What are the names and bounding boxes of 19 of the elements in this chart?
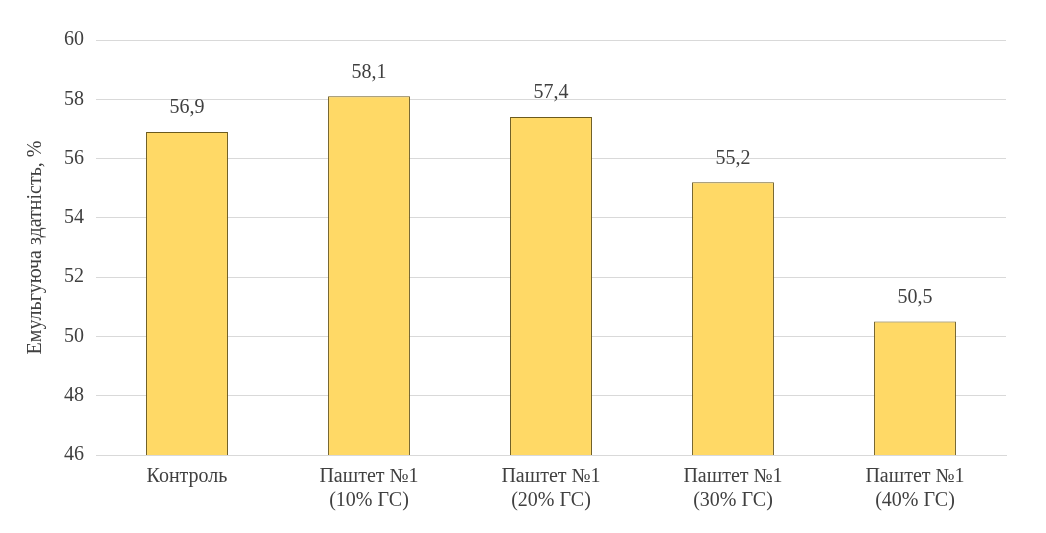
data-label: 56,9 bbox=[169, 95, 205, 118]
y-axis-title: Емульгуюча здатність, % bbox=[23, 140, 47, 355]
x-tick-label: Паштет №1 (10% ГС) bbox=[319, 464, 419, 512]
x-tick-label: Паштет №1 (20% ГС) bbox=[501, 464, 601, 512]
x-tick-label: Паштет №1 (30% ГС) bbox=[683, 464, 783, 512]
data-label: 55,2 bbox=[715, 145, 751, 168]
data-label: 57,4 bbox=[533, 80, 569, 103]
x-tick-label: Контроль bbox=[146, 464, 228, 488]
data-label: 58,1 bbox=[351, 59, 387, 82]
y-tick-label: 58 bbox=[64, 86, 84, 109]
x-tick-label: Паштет №1 (40% ГС) bbox=[865, 464, 965, 512]
data-label: 50,5 bbox=[897, 284, 933, 307]
y-tick-label: 56 bbox=[64, 145, 84, 168]
y-tick-label: 48 bbox=[64, 382, 84, 405]
y-tick-label: 46 bbox=[64, 442, 84, 465]
y-tick-label: 50 bbox=[64, 323, 84, 346]
y-tick-label: 52 bbox=[64, 264, 84, 287]
y-tick-label: 54 bbox=[64, 205, 84, 228]
y-tick-label: 60 bbox=[64, 27, 84, 50]
